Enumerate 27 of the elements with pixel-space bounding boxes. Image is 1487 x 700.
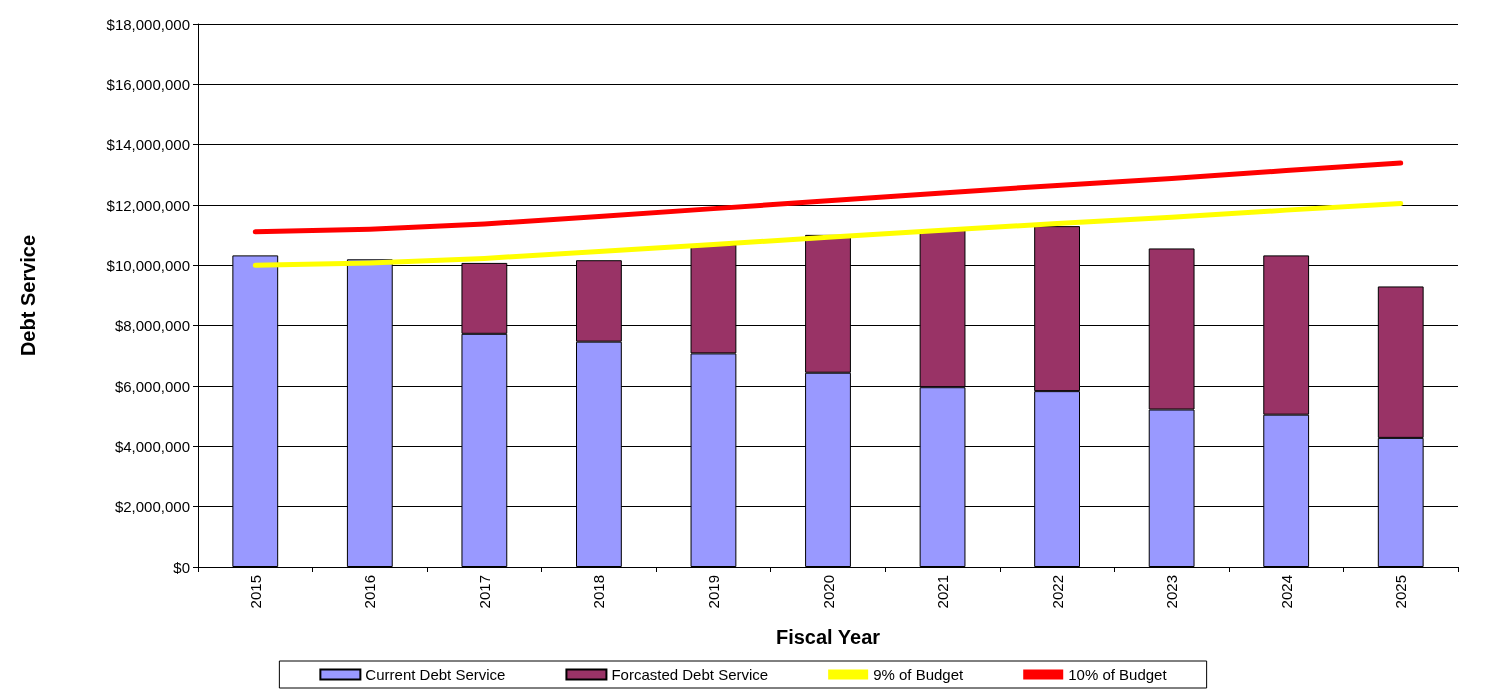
y-tick-label: $6,000,000 xyxy=(114,377,190,395)
x-tick-label: 2015 xyxy=(246,575,264,609)
x-tick-label: 2016 xyxy=(361,575,379,609)
x-tick-label: 2019 xyxy=(704,575,722,609)
y-tick-label: $0 xyxy=(173,558,190,576)
legend-label: 9% of Budget xyxy=(873,666,965,683)
x-tick-label: 2023 xyxy=(1163,575,1181,609)
x-tick-label: 2017 xyxy=(475,575,493,609)
legend-label: Forcasted Debt Service xyxy=(611,666,769,683)
x-tick-label: 2021 xyxy=(934,575,952,609)
y-tick-label: $14,000,000 xyxy=(106,136,190,154)
x-axis-title: Fiscal Year xyxy=(775,626,881,648)
y-tick-label: $10,000,000 xyxy=(106,256,190,274)
x-tick-label: 2020 xyxy=(819,575,837,609)
x-tick-label: 2024 xyxy=(1277,575,1295,609)
y-tick-label: $8,000,000 xyxy=(114,317,190,335)
x-tick-label: 2022 xyxy=(1048,575,1066,609)
legend-label: Current Debt Service xyxy=(365,666,506,683)
y-tick-label: $18,000,000 xyxy=(106,15,190,33)
legend-label: 10% of Budget xyxy=(1068,666,1168,683)
x-tick-label: 2018 xyxy=(590,575,608,609)
y-tick-label: $4,000,000 xyxy=(114,437,190,455)
y-tick-label: $12,000,000 xyxy=(106,196,190,214)
y-tick-label: $16,000,000 xyxy=(106,75,190,93)
y-tick-label: $2,000,000 xyxy=(114,498,190,516)
y-axis-title: Debt Service xyxy=(17,234,39,357)
x-tick-label: 2025 xyxy=(1392,575,1410,609)
